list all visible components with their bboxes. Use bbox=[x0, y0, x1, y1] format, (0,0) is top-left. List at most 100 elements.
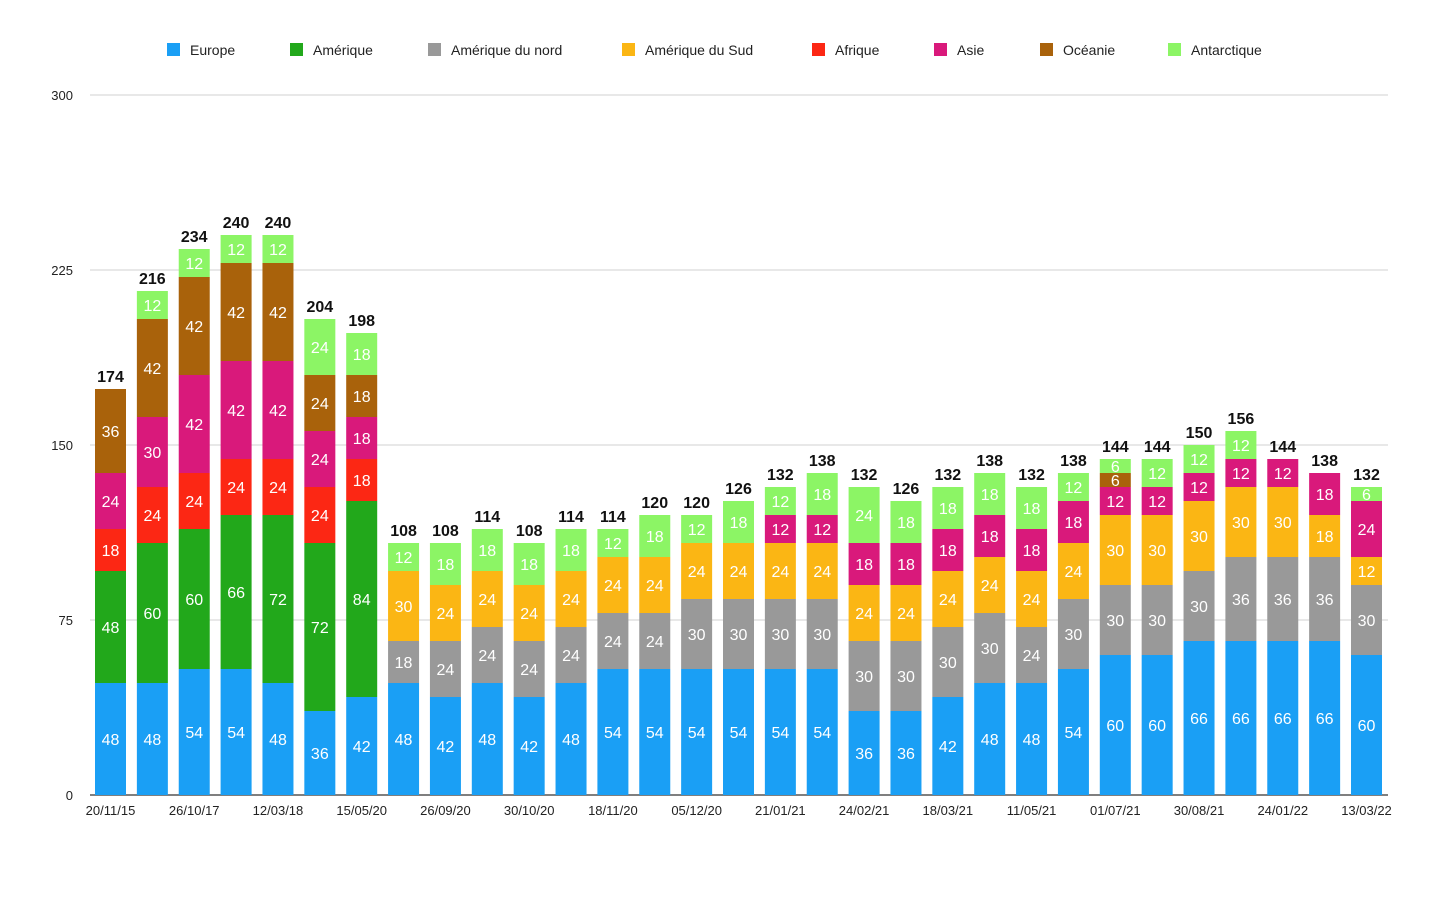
bar-segment-amerique-du-nord bbox=[932, 627, 964, 697]
bar-segment-europe bbox=[1016, 683, 1048, 795]
data-label-asie: 18 bbox=[1316, 487, 1334, 504]
total-label: 114 bbox=[558, 509, 584, 526]
data-label-amerique-du-nord: 36 bbox=[1274, 592, 1292, 609]
data-label-antarctique: 12 bbox=[688, 522, 706, 539]
data-label-amerique-du-sud: 30 bbox=[1274, 515, 1292, 532]
bar-segment-amerique-du-sud bbox=[1225, 487, 1257, 557]
data-label-amerique-du-nord: 24 bbox=[646, 634, 664, 651]
bar-segment-europe bbox=[1309, 641, 1341, 795]
data-label-amerique-du-nord: 36 bbox=[1232, 592, 1250, 609]
bar-segment-amerique-du-sud bbox=[1057, 543, 1089, 599]
data-label-europe: 48 bbox=[981, 732, 999, 749]
bar-segment-amerique-du-sud bbox=[1267, 487, 1299, 557]
data-label-amerique-du-sud: 18 bbox=[1316, 529, 1334, 546]
data-label-asie: 42 bbox=[269, 403, 287, 420]
bar-segment-oceanie bbox=[178, 277, 210, 375]
total-label: 108 bbox=[432, 523, 459, 540]
x-tick-label: 21/01/21 bbox=[755, 803, 806, 818]
data-label-amerique-du-nord: 30 bbox=[855, 669, 873, 686]
data-label-antarctique: 12 bbox=[185, 256, 203, 273]
total-label: 108 bbox=[390, 523, 417, 540]
data-label-amerique: 84 bbox=[353, 592, 371, 609]
bar-segment-antarctique bbox=[429, 543, 461, 585]
data-label-europe: 54 bbox=[227, 725, 245, 742]
bar-stack-18: 54 30 24 12 18 138 bbox=[806, 453, 838, 795]
data-label-afrique: 24 bbox=[227, 480, 245, 497]
bar-segment-asie bbox=[220, 361, 252, 459]
data-label-amerique-du-sud: 24 bbox=[437, 606, 455, 623]
data-label-amerique-du-sud: 24 bbox=[646, 578, 664, 595]
bar-segment-amerique-du-nord bbox=[1225, 557, 1257, 641]
x-tick-label: 13/03/22 bbox=[1341, 803, 1392, 818]
bar-segment-amerique-du-nord bbox=[764, 599, 796, 669]
data-label-amerique-du-sud: 24 bbox=[981, 578, 999, 595]
data-label-afrique: 24 bbox=[143, 508, 161, 525]
legend-swatch-oceanie bbox=[1040, 43, 1053, 56]
data-label-antarctique: 18 bbox=[813, 487, 831, 504]
data-label-amerique-du-nord: 24 bbox=[1023, 648, 1041, 665]
bar-segment-oceanie bbox=[346, 375, 378, 417]
data-label-antarctique: 12 bbox=[395, 550, 413, 567]
bar-segment-antarctique bbox=[681, 515, 713, 543]
data-label-antarctique: 18 bbox=[353, 347, 371, 364]
bar-segment-asie bbox=[1183, 473, 1215, 501]
bar-segment-amerique-du-sud bbox=[1183, 501, 1215, 571]
data-label-oceanie: 36 bbox=[102, 424, 120, 441]
data-label-amerique: 60 bbox=[143, 606, 161, 623]
data-label-asie: 18 bbox=[897, 557, 915, 574]
bar-segment-asie bbox=[346, 417, 378, 459]
total-label: 132 bbox=[1018, 467, 1045, 484]
bar-stack-15: 54 30 24 12 120 bbox=[681, 495, 713, 795]
data-label-amerique-du-nord: 30 bbox=[1106, 613, 1124, 630]
bar-segment-amerique-du-nord bbox=[723, 599, 754, 669]
bar-segment-amerique-du-nord bbox=[806, 599, 838, 669]
bar-segment-antarctique bbox=[764, 487, 796, 515]
bar-segment-antarctique bbox=[1141, 459, 1173, 487]
bar-segment-europe bbox=[848, 711, 880, 795]
bar-segment-afrique bbox=[304, 487, 336, 543]
bar-segment-antarctique bbox=[346, 333, 378, 375]
bar-segment-antarctique bbox=[1183, 445, 1215, 473]
bar-segment-amerique-du-sud bbox=[388, 571, 420, 641]
bar-segment-antarctique bbox=[932, 487, 964, 529]
bar-segment-oceanie bbox=[220, 263, 252, 361]
data-label-amerique-du-sud: 24 bbox=[1065, 564, 1083, 581]
bar-segment-amerique-du-sud bbox=[1351, 557, 1382, 585]
bar-segment-antarctique bbox=[555, 529, 587, 571]
total-label: 156 bbox=[1228, 411, 1255, 428]
bar-segment-asie bbox=[932, 529, 964, 571]
total-label: 198 bbox=[348, 313, 375, 330]
data-label-amerique-du-nord: 30 bbox=[771, 627, 789, 644]
data-label-amerique-du-sud: 24 bbox=[939, 592, 957, 609]
bar-segment-amerique-du-nord bbox=[388, 641, 420, 683]
bar-segment-europe bbox=[429, 697, 461, 795]
bar-stack-26: 60 30 30 12 12 144 bbox=[1141, 439, 1173, 795]
data-label-antarctique: 24 bbox=[311, 340, 329, 357]
bar-segment-asie bbox=[95, 473, 126, 529]
x-tick-label: 15/05/20 bbox=[336, 803, 387, 818]
data-label-amerique-du-nord: 30 bbox=[981, 641, 999, 658]
x-tick-label: 18/03/21 bbox=[923, 803, 974, 818]
data-label-amerique-du-nord: 30 bbox=[897, 669, 915, 686]
bar-segment-afrique bbox=[178, 473, 210, 529]
data-label-oceanie: 42 bbox=[143, 361, 161, 378]
legend-label-amerique: Amérique bbox=[313, 42, 373, 58]
legend: Europe Amérique Amérique du nord Amérique d… bbox=[167, 42, 1262, 58]
bar-segment-afrique bbox=[220, 459, 252, 515]
data-label-asie: 24 bbox=[1358, 522, 1376, 539]
data-label-antarctique: 12 bbox=[771, 494, 789, 511]
data-label-asie: 18 bbox=[981, 529, 999, 546]
data-label-amerique-du-nord: 30 bbox=[688, 627, 706, 644]
bar-stack-28: 66 36 30 12 12 156 bbox=[1225, 411, 1257, 795]
data-label-amerique-du-nord: 18 bbox=[395, 655, 413, 672]
bar-stack-19: 36 30 24 18 24 132 bbox=[848, 467, 880, 795]
data-label-antarctique: 12 bbox=[269, 242, 287, 259]
data-label-amerique-du-sud: 30 bbox=[1232, 515, 1250, 532]
legend-swatch-afrique bbox=[812, 43, 825, 56]
data-label-europe: 54 bbox=[185, 725, 203, 742]
legend-swatch-antarctique bbox=[1168, 43, 1181, 56]
data-label-europe: 54 bbox=[646, 725, 664, 742]
bar-stack-21: 42 30 24 18 18 132 bbox=[932, 467, 964, 795]
data-label-europe: 36 bbox=[855, 746, 873, 763]
data-label-oceanie: 18 bbox=[353, 389, 371, 406]
